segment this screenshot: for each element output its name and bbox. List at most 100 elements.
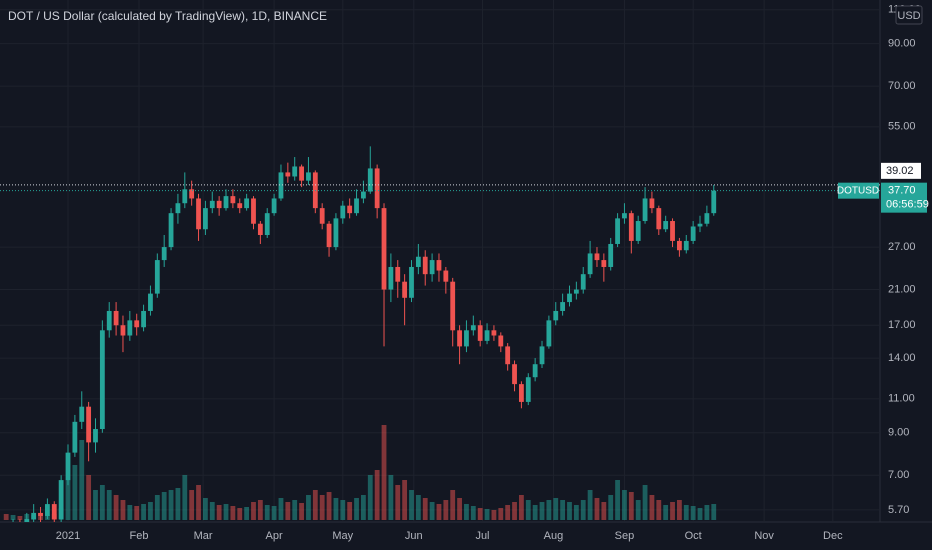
volume-bar bbox=[580, 500, 586, 520]
candle-body bbox=[704, 213, 710, 224]
volume-bar bbox=[436, 504, 442, 520]
candle-body bbox=[106, 310, 112, 331]
candle-body bbox=[415, 256, 421, 267]
volume-bar bbox=[512, 502, 517, 520]
candle-body bbox=[464, 330, 469, 347]
volume-bar bbox=[628, 492, 634, 520]
candle-body bbox=[65, 452, 71, 481]
y-tick-label: 17.00 bbox=[888, 319, 916, 331]
candle-body bbox=[196, 198, 201, 230]
candle-body bbox=[216, 200, 222, 209]
candle-body bbox=[292, 166, 298, 177]
volume-bar bbox=[491, 510, 497, 520]
volume-bar bbox=[395, 485, 401, 520]
x-tick-label: Nov bbox=[754, 530, 774, 542]
candle-body bbox=[168, 213, 174, 248]
volume-bar bbox=[154, 495, 160, 520]
y-tick-label: 7.00 bbox=[888, 469, 909, 481]
x-tick-label: Jun bbox=[405, 530, 423, 542]
volume-bar bbox=[10, 515, 16, 520]
volume-bar bbox=[161, 492, 167, 520]
candle-body bbox=[477, 325, 483, 341]
volume-layer bbox=[3, 425, 717, 520]
candle-body bbox=[278, 172, 284, 199]
candle-body bbox=[388, 266, 394, 290]
volume-bar bbox=[690, 506, 696, 520]
candle-body bbox=[58, 480, 64, 520]
volume-bar bbox=[594, 498, 600, 520]
candle-body bbox=[237, 203, 243, 209]
x-tick-label: Feb bbox=[130, 530, 149, 542]
volume-bar bbox=[457, 498, 462, 520]
volume-bar bbox=[587, 490, 593, 520]
candle-body bbox=[484, 330, 490, 341]
candle-body bbox=[51, 504, 57, 520]
candle-body bbox=[360, 191, 366, 199]
currency-box[interactable] bbox=[895, 5, 923, 25]
candle-body bbox=[154, 260, 160, 294]
volume-bar bbox=[381, 425, 387, 520]
candle-body bbox=[326, 223, 332, 248]
symbol-tag bbox=[838, 182, 879, 199]
candle-body bbox=[450, 281, 456, 331]
volume-bar bbox=[560, 500, 566, 520]
volume-bar bbox=[237, 508, 243, 520]
candle-body bbox=[505, 346, 511, 365]
volume-bar bbox=[93, 490, 98, 520]
candle-body bbox=[656, 208, 662, 230]
candle-body bbox=[519, 384, 524, 402]
volume-bar bbox=[532, 505, 538, 520]
volume-bar bbox=[306, 495, 311, 520]
volume-bar bbox=[677, 500, 682, 520]
candle-body bbox=[395, 266, 401, 282]
x-tick-label: 2021 bbox=[56, 530, 80, 542]
candle-body bbox=[491, 330, 497, 336]
candle-body bbox=[560, 302, 566, 311]
candle-body bbox=[202, 208, 208, 230]
volume-bar bbox=[333, 498, 339, 520]
candle-body bbox=[457, 330, 462, 347]
volume-bar bbox=[134, 506, 140, 520]
candle-body bbox=[470, 325, 476, 331]
volume-bar bbox=[79, 440, 85, 520]
candle-body bbox=[38, 512, 43, 516]
x-tick-label: Aug bbox=[544, 530, 564, 542]
volume-bar bbox=[223, 504, 229, 520]
volume-bar bbox=[3, 514, 9, 520]
volume-bar bbox=[299, 503, 304, 520]
volume-bar bbox=[175, 488, 181, 520]
candle-body bbox=[223, 196, 229, 209]
volume-bar bbox=[86, 475, 92, 520]
volume-bar bbox=[127, 505, 133, 520]
y-tick-label: 27.00 bbox=[888, 241, 916, 253]
volume-bar bbox=[388, 475, 394, 520]
volume-bar bbox=[615, 480, 620, 520]
volume-bar bbox=[148, 502, 153, 520]
y-tick-label: 5.70 bbox=[888, 504, 909, 516]
volume-bar bbox=[326, 492, 332, 520]
marker-price-label: 39.02 bbox=[886, 165, 914, 177]
volume-bar bbox=[292, 500, 298, 520]
volume-bar bbox=[120, 500, 126, 520]
candle-body bbox=[512, 364, 517, 385]
candle-body bbox=[546, 320, 552, 347]
candle-body bbox=[539, 346, 545, 365]
candle-body bbox=[31, 512, 37, 520]
candle-body bbox=[573, 289, 579, 294]
volume-bar bbox=[72, 465, 78, 520]
volume-bar bbox=[182, 475, 188, 520]
volume-bar bbox=[312, 490, 318, 520]
candle-body bbox=[113, 310, 119, 326]
volume-bar bbox=[168, 490, 174, 520]
candle-body bbox=[622, 213, 627, 219]
volume-bar bbox=[649, 495, 655, 520]
volume-bar bbox=[477, 508, 483, 520]
candle-body bbox=[642, 198, 648, 222]
volume-bar bbox=[360, 495, 366, 520]
volume-bar bbox=[319, 495, 325, 520]
volume-bar bbox=[567, 502, 572, 520]
candle-body bbox=[711, 190, 717, 214]
candle-body bbox=[567, 293, 572, 303]
candle-body bbox=[381, 208, 387, 290]
volume-bar bbox=[663, 505, 669, 520]
